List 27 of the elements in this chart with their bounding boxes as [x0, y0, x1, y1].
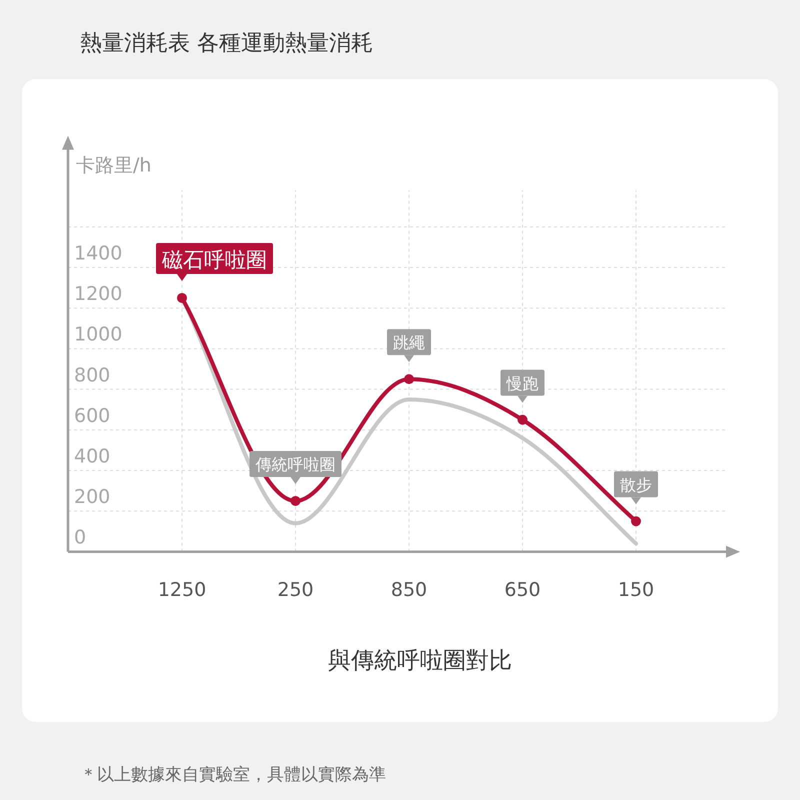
y-axis-title: 卡路里/h — [76, 154, 152, 177]
annotation: 慢跑 — [506, 374, 538, 393]
x-axis-title: 與傳統呼啦圈對比 — [328, 648, 512, 674]
x-tick-label: 250 — [277, 579, 314, 601]
y-tick-label: 600 — [74, 404, 110, 427]
callout: 傳統呼啦圈 — [250, 450, 342, 484]
annotation: 傳統呼啦圈 — [254, 454, 336, 474]
y-tick-label: 1200 — [74, 283, 122, 306]
x-tick-label: 650 — [504, 579, 541, 601]
callout: 散步 — [614, 471, 658, 504]
callout: 磁石呼啦圈 — [156, 242, 273, 281]
annotation: 跳繩 — [393, 333, 425, 352]
y-tick-label: 200 — [74, 486, 110, 508]
annotation: 磁石呼啦圈 — [161, 248, 267, 272]
x-tick-label: 1250 — [158, 579, 206, 601]
text: ＊以上數據來自實驗室，具體以實際為準 — [80, 765, 386, 785]
y-tick-label: 0 — [74, 526, 86, 549]
y-tick-label: 1400 — [74, 242, 122, 264]
y-tick-label: 800 — [74, 364, 110, 386]
callout: 慢跑 — [500, 370, 544, 403]
annotation: 散步 — [620, 475, 652, 494]
y-tick-label: 1000 — [74, 324, 122, 346]
y-tick-label: 400 — [74, 446, 110, 468]
x-tick-label: 850 — [390, 579, 428, 601]
callout: 跳繩 — [387, 329, 431, 362]
x-tick-label: 150 — [618, 579, 654, 601]
chart-title: 熱量消耗表 各種運動熱量消耗 — [80, 31, 373, 56]
